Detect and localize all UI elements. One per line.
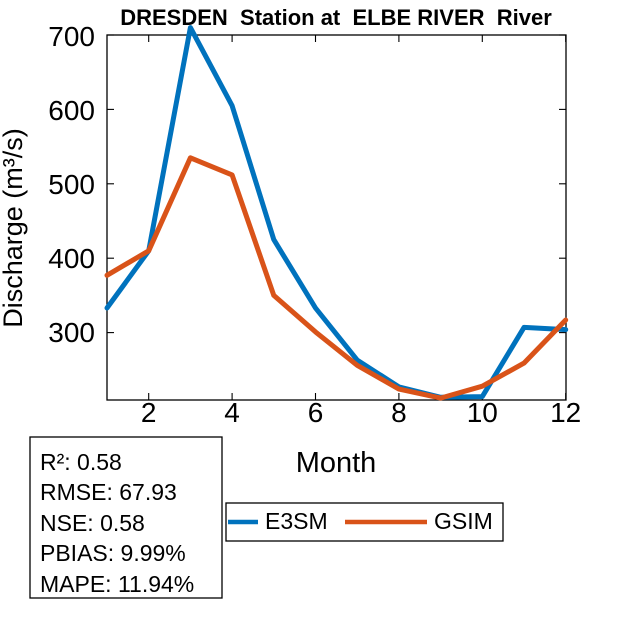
svg-text:12: 12	[550, 397, 581, 428]
svg-text:700: 700	[48, 21, 95, 52]
svg-text:500: 500	[48, 169, 95, 200]
svg-text:600: 600	[48, 95, 95, 126]
svg-text:400: 400	[48, 243, 95, 274]
svg-text:RMSE: 67.93: RMSE: 67.93	[40, 479, 177, 505]
svg-text:4: 4	[224, 397, 240, 428]
svg-text:DRESDEN Station at ELBE RIVE: DRESDEN Station at ELBE RIVER River	[120, 5, 552, 30]
svg-text:8: 8	[391, 397, 407, 428]
svg-text:E3SM: E3SM	[265, 508, 328, 534]
svg-text:R²: 0.58: R²: 0.58	[40, 449, 122, 475]
svg-text:300: 300	[48, 317, 95, 348]
svg-text:Discharge (m³/s): Discharge (m³/s)	[0, 128, 28, 328]
svg-text:GSIM: GSIM	[434, 508, 493, 534]
svg-text:2: 2	[141, 397, 157, 428]
svg-text:NSE: 0.58: NSE: 0.58	[40, 510, 145, 536]
svg-text:MAPE: 11.94%: MAPE: 11.94%	[40, 571, 194, 597]
svg-text:10: 10	[467, 397, 498, 428]
svg-text:6: 6	[308, 397, 324, 428]
svg-text:PBIAS: 9.99%: PBIAS: 9.99%	[40, 540, 186, 566]
svg-text:Month: Month	[296, 447, 377, 479]
